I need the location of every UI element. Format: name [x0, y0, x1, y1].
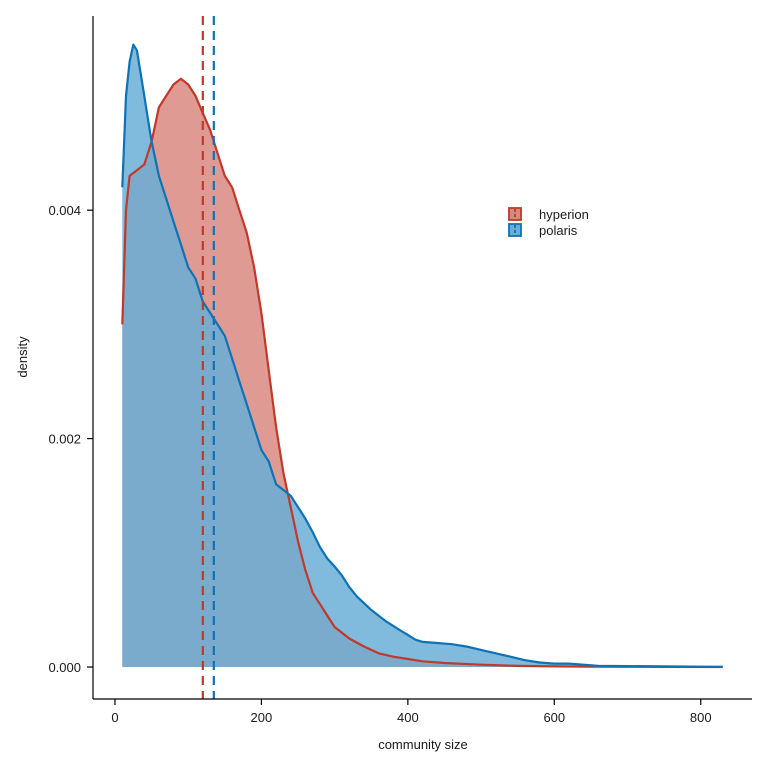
density-line-polaris: [121, 43, 723, 668]
axes: 0 200 400 600 800 0.000 0.002 0.004: [48, 16, 752, 725]
plot-area: [121, 16, 723, 699]
y-tick-label: 0.000: [48, 660, 81, 675]
y-tick-label: 0.002: [48, 432, 81, 447]
density-area-polaris: [122, 44, 723, 668]
x-axis-title: community size: [378, 737, 468, 752]
density-line-hyperion: [121, 77, 723, 669]
x-tick-label: 600: [543, 710, 565, 725]
x-tick-label: 800: [690, 710, 712, 725]
y-axis-title: density: [15, 336, 30, 378]
x-tick-label: 200: [251, 710, 273, 725]
legend-label-hyperion: hyperion: [539, 207, 589, 222]
x-tick-label: 0: [111, 710, 118, 725]
legend-label-polaris: polaris: [539, 223, 578, 238]
y-tick-label: 0.004: [48, 203, 81, 218]
x-tick-label: 400: [397, 710, 419, 725]
